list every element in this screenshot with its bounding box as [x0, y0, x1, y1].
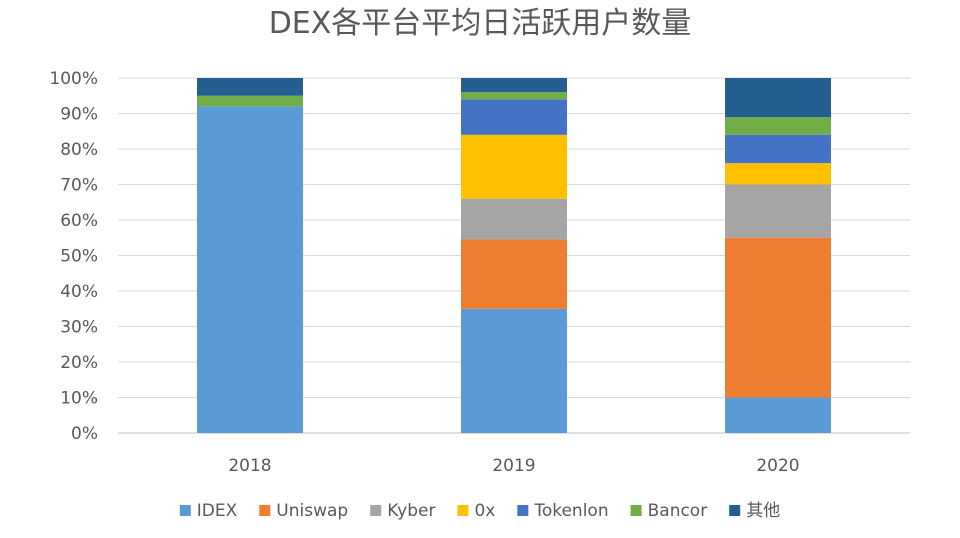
bar-segment-Uniswap-2019 — [461, 239, 567, 309]
bar-segment-Kyber-2019 — [461, 198, 567, 240]
bar-segment-Bancor-2018 — [197, 95, 303, 107]
x-tick-label: 2018 — [228, 456, 271, 476]
bar-segment-Kyber-2020 — [725, 184, 831, 238]
legend-swatch — [179, 505, 191, 516]
bar-segment-IDEX-2020 — [725, 397, 831, 433]
y-tick-label: 80% — [60, 140, 98, 160]
legend-item-Uniswap: Uniswap — [259, 501, 348, 521]
y-tick-label: 50% — [60, 247, 98, 267]
y-tick-label: 40% — [60, 282, 98, 302]
bar-segment-Bancor-2020 — [725, 117, 831, 135]
legend-item-Kyber: Kyber — [370, 501, 435, 521]
legend-item-其他: 其他 — [729, 501, 780, 521]
y-axis: 0% 10% 20% 30% 40% 50% 60% 70% 80% 90% 100% — [49, 69, 98, 444]
legend-swatch — [517, 505, 529, 516]
bar-segment-Bancor-2019 — [461, 92, 567, 100]
legend-swatch — [729, 505, 741, 516]
y-tick-label: 70% — [60, 176, 98, 196]
y-tick-label: 100% — [49, 69, 98, 89]
bar-segment-0x-2019 — [461, 134, 567, 199]
y-tick-label: 10% — [60, 389, 98, 409]
bar-segment-其他-2020 — [725, 78, 831, 118]
bar-segment-其他-2019 — [461, 78, 567, 93]
legend-item-IDEX: IDEX — [179, 501, 238, 521]
legend-swatch — [457, 505, 469, 516]
x-axis: 2018 2019 2020 — [228, 456, 799, 476]
legend-swatch — [370, 505, 382, 516]
legend-swatch — [630, 505, 642, 516]
bar-stack-2019 — [461, 78, 567, 433]
legend-label: Bancor — [648, 501, 708, 521]
legend-label: Uniswap — [276, 501, 348, 521]
bar-stack-2020 — [725, 78, 831, 433]
legend-label: Kyber — [387, 501, 435, 521]
bar-segment-0x-2020 — [725, 163, 831, 185]
legend: IDEX Uniswap Kyber 0x Tokenlon Bancor 其他 — [179, 501, 780, 521]
legend-item-Tokenlon: Tokenlon — [517, 501, 609, 521]
legend-label: IDEX — [197, 501, 238, 521]
y-tick-label: 60% — [60, 211, 98, 231]
bar-segment-Tokenlon-2020 — [725, 134, 831, 164]
bars — [197, 78, 831, 434]
chart-title: DEX各平台平均日活跃用户数量 — [269, 6, 692, 41]
legend-label: 0x — [474, 501, 495, 521]
y-tick-label: 30% — [60, 318, 98, 338]
bar-segment-IDEX-2018 — [197, 106, 303, 434]
bar-segment-IDEX-2019 — [461, 308, 567, 433]
x-tick-label: 2020 — [756, 456, 799, 476]
y-tick-label: 90% — [60, 105, 98, 125]
bar-segment-其他-2018 — [197, 78, 303, 96]
legend-label: 其他 — [746, 501, 780, 521]
x-tick-label: 2019 — [492, 456, 535, 476]
bar-segment-Uniswap-2020 — [725, 237, 831, 398]
y-tick-label: 20% — [60, 353, 98, 373]
legend-item-0x: 0x — [457, 501, 495, 521]
legend-swatch — [259, 505, 271, 516]
y-tick-label: 0% — [71, 424, 98, 444]
legend-label: Tokenlon — [533, 501, 608, 521]
legend-item-Bancor: Bancor — [630, 501, 708, 521]
bar-segment-Tokenlon-2019 — [461, 99, 567, 135]
bar-stack-2018 — [197, 78, 303, 434]
